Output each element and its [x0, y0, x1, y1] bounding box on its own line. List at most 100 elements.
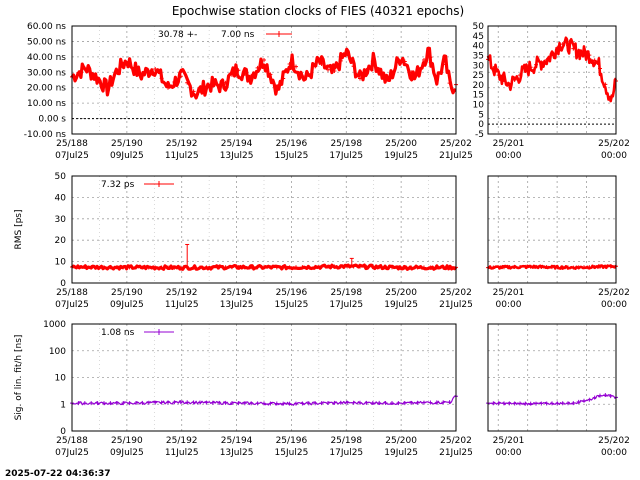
data-point: [185, 80, 190, 85]
data-point: [82, 401, 87, 406]
data-point: [268, 72, 273, 77]
data-point: [242, 265, 247, 270]
data-point: [502, 78, 506, 82]
data-point: [377, 400, 382, 405]
data-point: [294, 401, 298, 406]
data-point: [146, 68, 151, 73]
data-point: [390, 265, 394, 270]
data-point: [287, 401, 292, 406]
data-point: [576, 49, 581, 54]
data-point: [121, 265, 126, 270]
data-point: [396, 401, 401, 406]
data-point: [539, 60, 544, 65]
x-tick-label: 15Jul25: [275, 300, 309, 310]
data-point: [528, 401, 533, 406]
rms-main-plot: [70, 175, 458, 284]
data-point: [351, 64, 356, 69]
legend-value: 1.08 ns: [101, 328, 135, 338]
data-point: [108, 265, 113, 270]
data-point: [434, 400, 439, 405]
data-point: [255, 65, 260, 70]
data-point: [571, 265, 576, 270]
x-tick-label: 25/202: [440, 436, 472, 446]
data-point: [345, 400, 350, 405]
x-tick-label: 25/192: [166, 288, 198, 298]
zoom-y-tick-label: 20: [473, 81, 485, 91]
data-point: [210, 83, 215, 88]
data-point: [191, 265, 196, 270]
data-point: [140, 72, 145, 77]
zoom-x-tick-label: 25/201: [493, 139, 525, 149]
data-point: [306, 73, 311, 78]
data-point: [592, 58, 597, 63]
data-point: [507, 401, 512, 406]
data-point: [127, 401, 132, 406]
data-point: [587, 53, 592, 58]
x-tick-label: 25/202: [440, 288, 472, 298]
data-point: [300, 401, 305, 406]
data-point: [370, 59, 375, 64]
y-tick-label: 60.00 ns: [27, 22, 66, 32]
data-point: [496, 401, 501, 406]
x-tick-label: 25/196: [276, 288, 308, 298]
data-point: [338, 58, 343, 63]
x-tick-label: 25/198: [330, 139, 362, 149]
data-point: [102, 265, 106, 270]
y-axis-label: Sig. of lin. fit/h [ns]: [14, 335, 24, 421]
data-point: [544, 401, 549, 406]
data-point: [166, 265, 170, 270]
y-tick-label: 20.00 ns: [27, 84, 66, 94]
data-point: [512, 265, 517, 270]
y-tick-label: 20: [55, 236, 67, 246]
data-point: [114, 401, 119, 406]
data-point: [236, 68, 241, 73]
zoom-y-tick-label: 35: [473, 51, 484, 61]
data-point: [441, 62, 446, 67]
data-point: [534, 62, 538, 67]
clock-main-plot: [70, 25, 458, 135]
data-point: [566, 401, 570, 406]
data-point: [198, 400, 202, 405]
data-point: [306, 401, 311, 406]
data-point: [178, 74, 183, 79]
y-tick-label: 30.00 ns: [27, 68, 66, 78]
data-point: [313, 264, 318, 269]
data-point: [566, 265, 570, 270]
data-point: [507, 82, 512, 87]
data-point: [539, 401, 544, 406]
data-point: [319, 401, 324, 406]
data-point: [166, 400, 170, 405]
data-point: [502, 265, 506, 270]
x-tick-label: 19Jul25: [384, 151, 418, 161]
data-point: [102, 83, 106, 88]
data-point: [598, 66, 602, 71]
sig-main-plot: [70, 323, 458, 432]
data-point: [507, 265, 512, 270]
data-point: [108, 401, 113, 406]
y-tick-label: 1: [60, 400, 66, 410]
data-point: [326, 400, 330, 405]
x-tick-label: 25/188: [56, 139, 88, 149]
data-point: [95, 401, 100, 406]
data-point: [608, 96, 613, 101]
data-point: [230, 401, 234, 406]
data-point: [491, 401, 496, 406]
data-point: [409, 265, 414, 270]
y-tick-label: 0: [60, 427, 66, 437]
data-point: [249, 265, 254, 270]
data-point: [121, 401, 126, 406]
data-point: [422, 57, 426, 62]
data-point: [491, 65, 496, 70]
data-point: [274, 86, 279, 91]
data-point: [528, 65, 533, 70]
x-tick-label: 11Jul25: [165, 151, 199, 161]
data-point: [287, 62, 292, 67]
zoom-x-tick-label: 25/201: [493, 436, 525, 446]
data-point: [502, 401, 506, 406]
data-point: [153, 66, 158, 71]
data-point: [204, 400, 209, 405]
data-point: [166, 85, 170, 90]
data-point: [560, 401, 565, 406]
x-tick-label: 25/200: [385, 288, 417, 298]
y-tick-label: 40: [55, 193, 67, 203]
